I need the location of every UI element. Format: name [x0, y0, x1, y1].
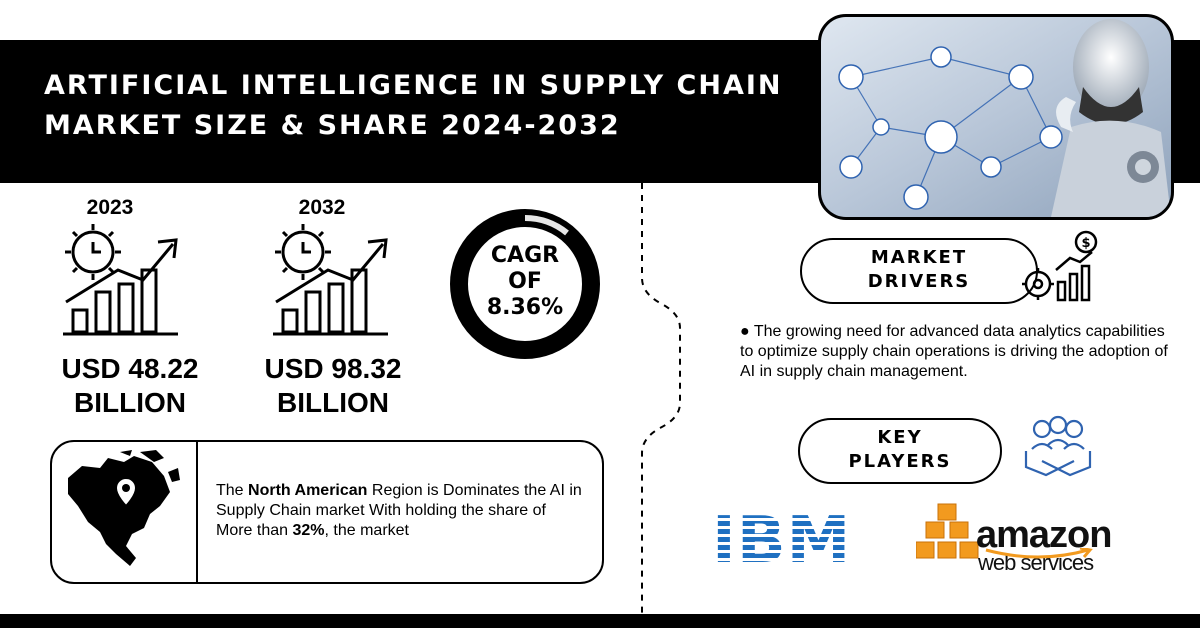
region-text-b: Region is Dominates the AI in Supply Cha…	[216, 482, 582, 539]
gear-clock-chart-icon	[63, 224, 178, 336]
robot-network-illustration	[821, 17, 1171, 217]
svg-text:$: $	[1081, 236, 1090, 251]
bottom-band	[0, 614, 1200, 628]
aws-cubes-icon	[916, 503, 979, 559]
forecast-year: 2032	[298, 196, 346, 219]
forecast-value-line-2: BILLION	[277, 387, 389, 418]
players-label-line-2: PLAYERS	[848, 451, 952, 472]
amazon-logo-text: amazon	[976, 514, 1112, 556]
base-value-line-1: USD 48.22	[61, 353, 199, 384]
cagr-ring	[450, 209, 600, 359]
ibm-stripes	[708, 518, 868, 561]
market-drivers-pill: MARKET DRIVERS	[800, 238, 1038, 304]
market-drivers-text: ● The growing need for advanced data ana…	[740, 323, 1168, 380]
title-line-1: ARTIFICIAL INTELLIGENCE IN SUPPLY CHAIN	[44, 70, 783, 101]
region-share: 32%	[292, 522, 325, 539]
ibm-logo: IBM	[712, 504, 852, 578]
base-value-line-2: BILLION	[74, 387, 186, 418]
region-text-c: , the market	[324, 522, 409, 539]
region-text-a: The	[216, 482, 249, 499]
forecast-value: USD 98.32 BILLION	[248, 352, 418, 420]
players-label-line-1: KEY	[877, 427, 923, 448]
hero-robot-image	[818, 14, 1174, 220]
forecast-value-line-1: USD 98.32	[264, 353, 402, 384]
title-line-2: MARKET SIZE & SHARE 2024-2032	[44, 110, 621, 141]
cagr-line-3: 8.36%	[486, 295, 564, 320]
north-america-map-icon	[68, 450, 180, 566]
dollar-gear-chart-icon: $	[1022, 230, 1098, 302]
cagr-line-1: CAGR	[490, 243, 560, 268]
drivers-label-line-2: DRIVERS	[867, 271, 971, 292]
cagr-line-2: OF	[508, 269, 542, 294]
base-value: USD 48.22 BILLION	[45, 352, 215, 420]
dashed-separator	[641, 183, 681, 614]
page-title: ARTIFICIAL INTELLIGENCE IN SUPPLY CHAIN …	[44, 66, 844, 146]
drivers-label-line-1: MARKET	[870, 247, 968, 268]
handshake-people-icon	[1024, 415, 1092, 477]
region-highlight: North American	[248, 482, 368, 499]
region-divider	[196, 440, 198, 584]
key-players-pill: KEY PLAYERS	[798, 418, 1002, 484]
gear-clock-chart-icon-2032	[273, 224, 388, 336]
region-text: The North American Region is Dominates t…	[216, 481, 586, 541]
cagr-label: CAGR OF 8.36%	[467, 243, 583, 321]
base-year: 2023	[86, 196, 134, 219]
amazon-smile-icon	[985, 548, 1093, 559]
